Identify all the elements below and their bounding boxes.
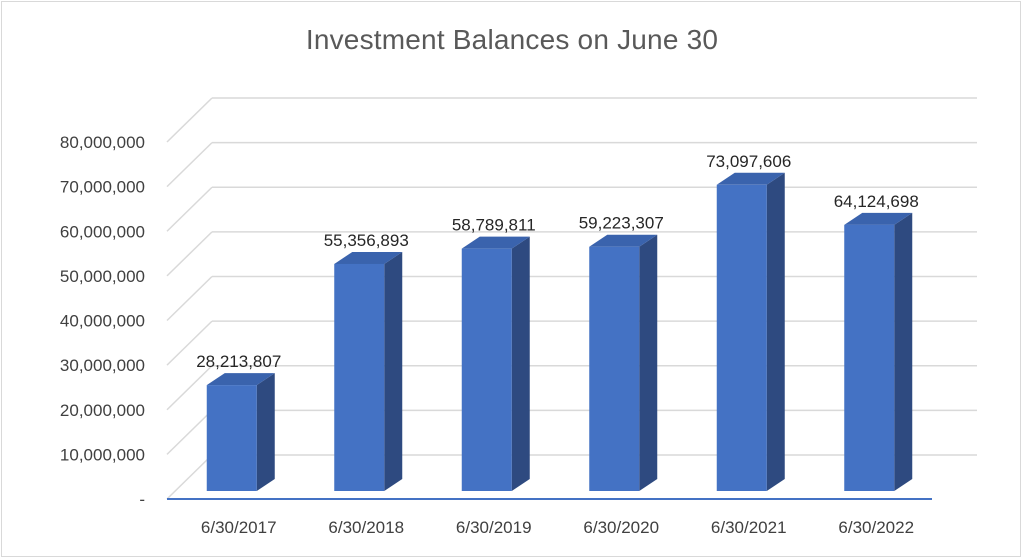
y-tick-label: 60,000,000 bbox=[60, 222, 145, 241]
bar bbox=[589, 246, 640, 491]
y-tick-label: 40,000,000 bbox=[60, 312, 145, 331]
gridline-diagonal bbox=[166, 97, 213, 143]
bar bbox=[844, 224, 895, 491]
y-tick-label: 70,000,000 bbox=[60, 178, 145, 197]
bar-side bbox=[766, 172, 785, 491]
bar bbox=[206, 385, 257, 491]
data-label: 59,223,307 bbox=[579, 214, 664, 233]
data-label: 73,097,606 bbox=[706, 152, 791, 171]
gridline-diagonal bbox=[166, 275, 213, 322]
gridline-diagonal bbox=[166, 409, 213, 455]
x-tick-label: 6/30/2019 bbox=[456, 518, 532, 537]
gridline-diagonal bbox=[166, 231, 213, 277]
bar-side bbox=[639, 234, 658, 491]
y-tick-label: 10,000,000 bbox=[60, 445, 145, 464]
gridline-diagonal bbox=[166, 142, 213, 188]
data-label: 28,213,807 bbox=[196, 352, 281, 371]
data-label: 55,356,893 bbox=[324, 231, 409, 250]
y-tick-label: 50,000,000 bbox=[60, 267, 145, 286]
x-tick-label: 6/30/2018 bbox=[328, 518, 404, 537]
bar-top bbox=[461, 236, 530, 249]
bar bbox=[334, 263, 385, 491]
data-label: 58,789,811 bbox=[452, 216, 536, 235]
bar-top bbox=[206, 373, 275, 386]
floor-edge bbox=[166, 454, 213, 500]
bar bbox=[461, 248, 512, 491]
gridline-diagonal bbox=[166, 320, 213, 366]
data-label: 64,124,698 bbox=[834, 192, 919, 211]
bar-top bbox=[716, 172, 785, 185]
bar-top bbox=[334, 251, 403, 264]
bar-side bbox=[256, 373, 275, 491]
gridline-diagonal bbox=[166, 365, 213, 411]
gridline-diagonal bbox=[166, 186, 213, 232]
y-tick-label: 20,000,000 bbox=[60, 401, 145, 420]
bar-side bbox=[511, 236, 530, 491]
bar bbox=[716, 184, 767, 491]
x-tick-label: 6/30/2020 bbox=[583, 518, 659, 537]
chart-title: Investment Balances on June 30 bbox=[305, 24, 719, 55]
y-tick-label: 30,000,000 bbox=[60, 356, 145, 375]
x-tick-label: 6/30/2017 bbox=[201, 518, 277, 537]
y-tick-label: - bbox=[139, 490, 145, 509]
bar-side bbox=[384, 251, 403, 491]
bar-top bbox=[589, 234, 658, 247]
bar-top bbox=[844, 212, 913, 225]
x-tick-label: 6/30/2022 bbox=[838, 518, 914, 537]
bar-side bbox=[894, 212, 913, 491]
y-tick-label: 80,000,000 bbox=[60, 133, 145, 152]
x-tick-label: 6/30/2021 bbox=[711, 518, 787, 537]
